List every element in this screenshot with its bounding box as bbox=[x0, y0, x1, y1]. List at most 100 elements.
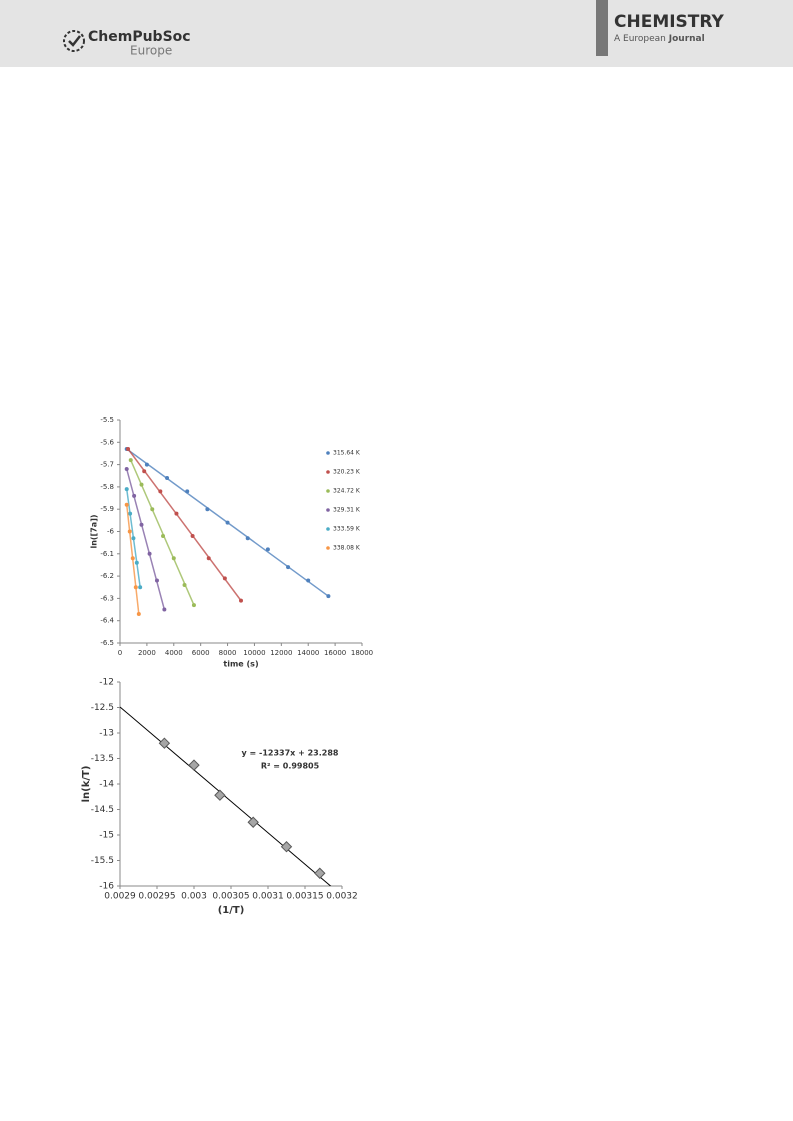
data-point bbox=[222, 576, 227, 581]
logo-text: ChemPubSoc bbox=[88, 29, 191, 45]
y-tick-label: -5.5 bbox=[100, 416, 114, 424]
legend-label: 329.31 K bbox=[333, 507, 361, 514]
x-tick-label: 16000 bbox=[324, 649, 346, 657]
fit-line bbox=[125, 468, 166, 610]
x-tick-label: 4000 bbox=[165, 649, 183, 657]
data-point bbox=[144, 462, 149, 467]
data-point bbox=[136, 612, 141, 617]
logo-icon bbox=[63, 30, 85, 52]
data-point bbox=[150, 507, 155, 512]
journal-bar bbox=[596, 0, 608, 56]
data-point bbox=[174, 511, 179, 516]
data-point bbox=[162, 607, 167, 612]
data-point bbox=[161, 533, 166, 538]
y-tick-label: -5.7 bbox=[100, 461, 114, 469]
logo-sub: Europe bbox=[130, 44, 172, 58]
legend-marker bbox=[326, 546, 330, 550]
x-tick-label: 8000 bbox=[219, 649, 237, 657]
data-point bbox=[206, 556, 211, 561]
trend-line bbox=[120, 706, 332, 886]
y-tick-label: -13 bbox=[99, 729, 114, 739]
data-point bbox=[127, 529, 132, 534]
x-tick-label: 0.0031 bbox=[252, 892, 284, 902]
y-tick-label: -15.5 bbox=[91, 856, 114, 866]
data-point bbox=[280, 841, 293, 853]
data-point bbox=[132, 493, 137, 498]
legend-marker bbox=[326, 470, 330, 474]
data-point bbox=[265, 547, 270, 552]
x-tick-label: 0 bbox=[118, 649, 122, 657]
journal-sub: A European Journal bbox=[614, 34, 705, 44]
header-band bbox=[0, 0, 793, 67]
legend-label: 315.64 K bbox=[333, 450, 361, 457]
legend-label: 338.08 K bbox=[333, 545, 361, 552]
legend-marker bbox=[326, 451, 330, 455]
x-tick-label: 0.00315 bbox=[286, 892, 323, 902]
data-point bbox=[314, 867, 326, 879]
data-point bbox=[245, 536, 250, 541]
logo-check bbox=[68, 35, 81, 47]
data-point bbox=[138, 585, 143, 590]
data-point bbox=[130, 556, 135, 561]
y-tick-label: -16 bbox=[99, 882, 114, 892]
data-point bbox=[247, 816, 259, 828]
data-point bbox=[326, 594, 331, 599]
legend-label: 320.23 K bbox=[333, 469, 361, 476]
x-tick-label: 14000 bbox=[297, 649, 319, 657]
journal-title: CHEMISTRY bbox=[614, 12, 725, 32]
y-tick-label: -13.5 bbox=[91, 754, 114, 764]
legend-label: 324.72 K bbox=[333, 488, 361, 495]
y-tick-label: -6.1 bbox=[100, 550, 114, 558]
x-tick-label: 6000 bbox=[192, 649, 210, 657]
data-point bbox=[171, 556, 176, 561]
x-tick-label: 12000 bbox=[270, 649, 292, 657]
y-tick-label: -6.4 bbox=[100, 617, 114, 625]
data-point bbox=[158, 489, 163, 494]
data-point bbox=[133, 585, 138, 590]
y-tick-label: -12.5 bbox=[91, 703, 114, 713]
annotation: y = -12337x + 23.288 bbox=[242, 749, 339, 758]
data-point bbox=[154, 578, 159, 583]
x-tick-label: 10000 bbox=[243, 649, 265, 657]
data-point bbox=[182, 583, 187, 588]
y-tick-label: -6.3 bbox=[100, 594, 114, 602]
data-point bbox=[205, 507, 210, 512]
data-point bbox=[158, 737, 171, 749]
fit-line bbox=[127, 448, 242, 602]
y-tick-label: -6.2 bbox=[100, 572, 114, 580]
x-tick-label: 0.00305 bbox=[212, 892, 249, 902]
legend-marker bbox=[326, 489, 330, 493]
data-point bbox=[134, 560, 139, 565]
data-point bbox=[139, 522, 144, 527]
x-tick-label: 18000 bbox=[351, 649, 373, 657]
data-point bbox=[124, 487, 129, 492]
x-axis-label: (1/T) bbox=[218, 905, 245, 916]
data-point bbox=[286, 565, 291, 570]
data-point bbox=[188, 759, 200, 771]
data-point bbox=[190, 533, 195, 538]
journal-sub-a: A European bbox=[614, 34, 666, 44]
y-tick-label: -6 bbox=[107, 528, 115, 536]
y-tick-label: -12 bbox=[99, 678, 114, 688]
data-point bbox=[214, 789, 226, 801]
y-tick-label: -14 bbox=[99, 780, 114, 790]
x-tick-label: 0.0032 bbox=[326, 892, 358, 902]
data-point bbox=[225, 520, 230, 525]
y-tick-label: -5.8 bbox=[100, 483, 114, 491]
x-tick-label: 0.003 bbox=[181, 892, 207, 902]
data-point bbox=[165, 475, 170, 480]
data-point bbox=[126, 446, 131, 451]
data-point bbox=[142, 469, 147, 474]
x-tick-label: 2000 bbox=[138, 649, 156, 657]
data-point bbox=[124, 467, 129, 472]
data-point bbox=[147, 551, 152, 556]
y-tick-label: -5.6 bbox=[100, 438, 114, 446]
x-tick-label: 0.00295 bbox=[138, 892, 175, 902]
data-point bbox=[185, 489, 190, 494]
data-point bbox=[239, 598, 243, 603]
y-axis-label: ln([7a]) bbox=[90, 514, 99, 548]
data-point bbox=[306, 578, 311, 583]
data-point bbox=[131, 536, 136, 541]
